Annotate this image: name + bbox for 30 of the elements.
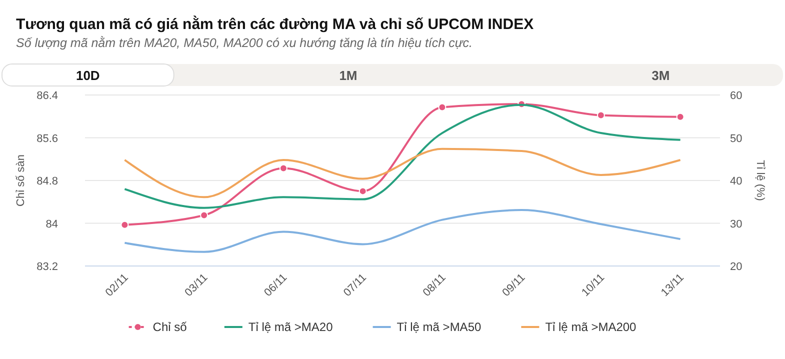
legend-label: Tỉ lệ mã >MA200 <box>545 320 637 334</box>
y2-tick-label: 50 <box>730 132 742 145</box>
point <box>200 211 208 220</box>
text: 3M <box>652 68 670 83</box>
point <box>596 111 605 120</box>
text: 1M <box>339 68 358 83</box>
legend-label: Tỉ lệ mã >MA20 <box>248 320 334 334</box>
y-tick-label: 85.6 <box>36 132 58 145</box>
y-axis-title: Chỉ số sàn <box>15 154 27 206</box>
y2-tick-label: 60 <box>730 90 742 102</box>
point <box>358 187 367 196</box>
y-tick-label: 84.8 <box>36 176 58 188</box>
y2-axis-title: Tỉ lệ (%) <box>754 160 766 201</box>
legend-label: Chỉ số <box>152 320 188 334</box>
legend-label: Tỉ lệ mã >MA50 <box>396 320 482 334</box>
y2-tick-label: 30 <box>730 218 742 230</box>
line-series <box>124 148 682 198</box>
point <box>120 220 129 229</box>
y-tick-label: 83.2 <box>36 261 58 273</box>
point <box>438 103 446 112</box>
chart-title: Tương quan mã có giá nằm trên các đường MA và chỉ số UPCOM INDEX <box>16 15 534 33</box>
point <box>279 164 288 172</box>
chart-subtitle: Số lượng mã nằm trên MA20, MA50, MA200 có xu hướng tăng là tín hiệu tích cực. <box>16 36 472 50</box>
y-tick-label: 84 <box>46 218 58 230</box>
y2-tick-label: 20 <box>730 261 742 273</box>
point <box>676 112 684 121</box>
y2-tick-label: 40 <box>730 176 742 188</box>
text: 10D <box>76 68 100 83</box>
line-series <box>124 209 682 253</box>
y-tick-label: 86.4 <box>36 90 58 102</box>
